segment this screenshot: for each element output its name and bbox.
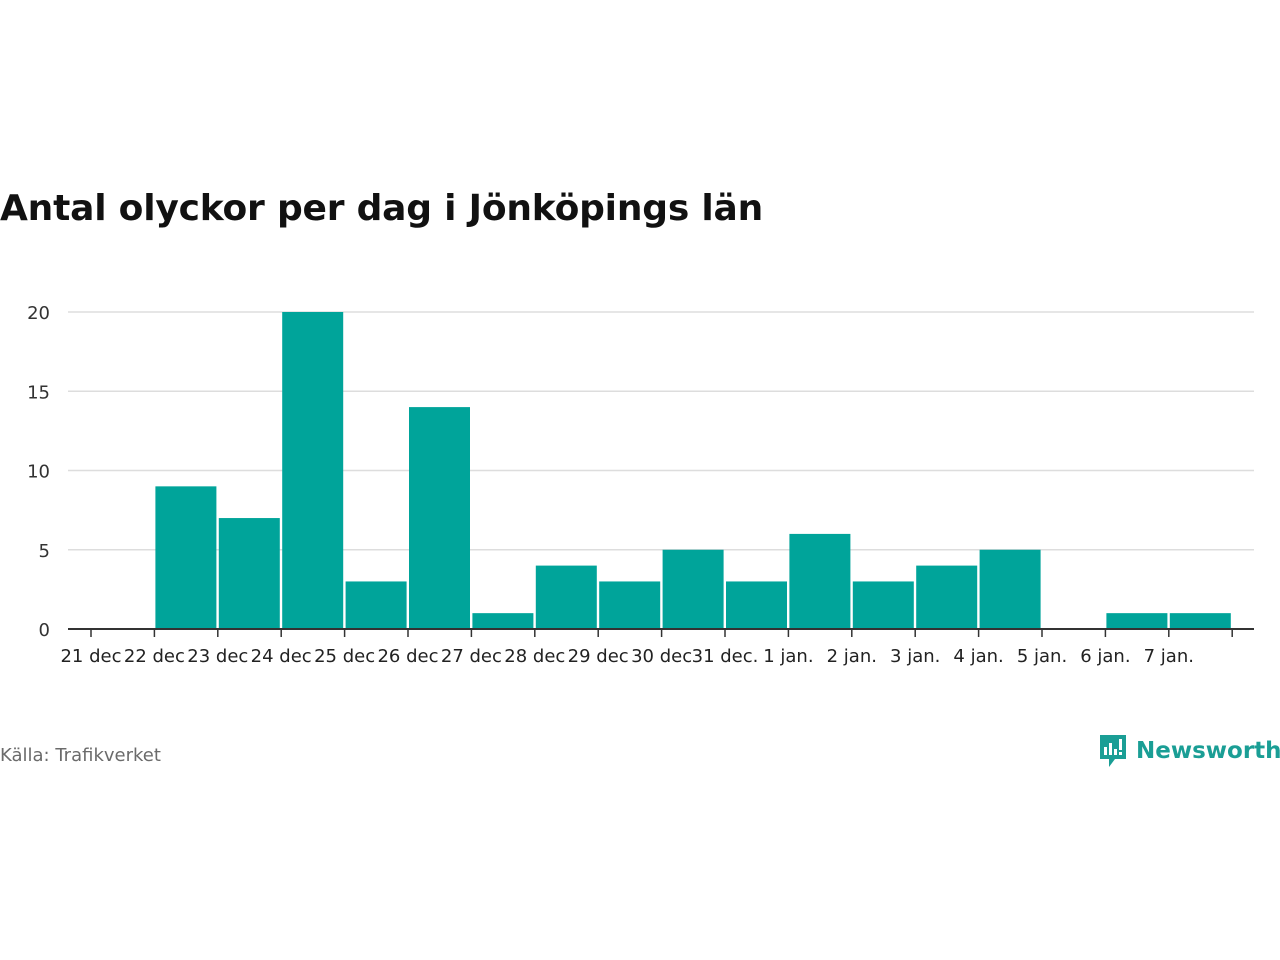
bar	[345, 581, 407, 629]
bar	[155, 486, 217, 629]
y-tick-label: 0	[39, 620, 50, 641]
x-tick-label: 23 dec	[187, 646, 248, 667]
gridlines	[68, 311, 1254, 551]
bar	[789, 533, 851, 629]
x-tick-label: 29 dec	[568, 646, 629, 667]
x-axis-labels: 21 dec 22 dec 23 dec 24 dec 25 dec 26 dec 27 d…	[60, 646, 1193, 667]
source-note: Källa: Trafikverket	[0, 745, 161, 766]
bar	[218, 518, 280, 629]
x-tick-label: 22 dec	[124, 646, 185, 667]
newsworthy-logo: Newsworthy	[1098, 733, 1280, 769]
bar	[282, 312, 344, 629]
x-tick-label: 27 dec	[441, 646, 502, 667]
bar	[1106, 613, 1168, 629]
bar	[979, 549, 1041, 629]
x-tick-label: 5 jan.	[1017, 646, 1067, 667]
y-axis-labels: 0 5 10 15 20	[27, 303, 50, 641]
chart-speech-bubble-icon	[1100, 735, 1126, 767]
bar	[1169, 613, 1231, 629]
x-tick-label: 1 jan.	[763, 646, 813, 667]
x-axis	[68, 628, 1254, 637]
logo-text: Newsworthy	[1136, 738, 1280, 764]
bar	[852, 581, 914, 629]
x-tick-label: 25 dec	[314, 646, 375, 667]
x-tick-label: 28 dec	[504, 646, 565, 667]
bar	[662, 549, 724, 629]
x-tick-label: 7 jan.	[1144, 646, 1194, 667]
y-tick-label: 20	[27, 303, 50, 324]
chart-title: Antal olyckor per dag i Jönköpings län	[0, 188, 764, 229]
x-tick-label: 30 dec	[631, 646, 692, 667]
bar	[599, 581, 661, 629]
bars	[155, 312, 1231, 629]
bar	[409, 407, 470, 629]
x-tick-label: 31 dec.	[692, 646, 759, 667]
x-tick-label: 26 dec	[377, 646, 438, 667]
x-tick-label: 3 jan.	[890, 646, 940, 667]
bar	[726, 581, 787, 629]
bar	[472, 613, 534, 629]
bar	[535, 565, 597, 629]
bar	[916, 565, 978, 629]
x-tick-label: 21 dec	[60, 646, 121, 667]
x-tick-label: 2 jan.	[827, 646, 877, 667]
y-tick-label: 10	[27, 462, 50, 483]
y-tick-label: 15	[27, 382, 50, 403]
y-tick-label: 5	[39, 541, 50, 562]
x-tick-label: 4 jan.	[953, 646, 1003, 667]
x-tick-label: 6 jan.	[1080, 646, 1130, 667]
x-tick-label: 24 dec	[251, 646, 312, 667]
